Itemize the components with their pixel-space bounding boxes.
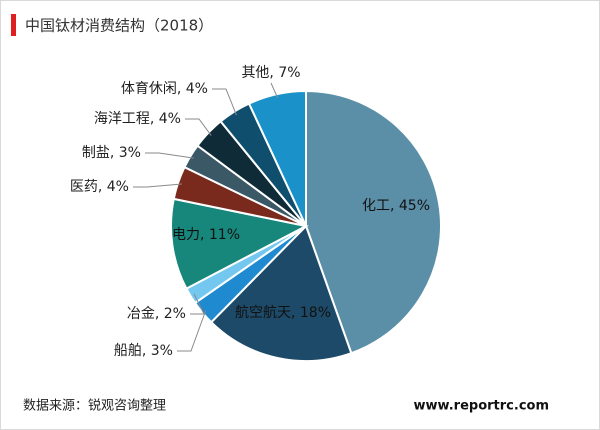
- slice-label: 海洋工程, 4%: [94, 111, 181, 127]
- pie-slice: [247, 89, 307, 227]
- slice-label: 航空航天, 18%: [235, 305, 331, 321]
- leader-line: [270, 82, 279, 99]
- pie-slice: [170, 197, 309, 290]
- slice-label: 电力, 11%: [172, 227, 240, 243]
- slice-label: 船舶, 3%: [114, 343, 173, 359]
- leader-line: [145, 152, 195, 159]
- slice-label: 化工, 45%: [362, 198, 430, 214]
- slice-label: 体育休闲, 4%: [121, 81, 208, 97]
- chart-title: 中国钛材消费结构（2018）: [25, 17, 213, 35]
- slice-label: 冶金, 2%: [127, 306, 186, 322]
- slice-label: 制盐, 3%: [82, 145, 141, 161]
- slice-label: 医药, 4%: [70, 179, 129, 195]
- leader-line: [185, 118, 212, 136]
- title-marker: [11, 14, 16, 36]
- website: www.reportrc.com: [414, 399, 549, 414]
- leader-line: [212, 88, 237, 116]
- leader-line: [190, 293, 205, 315]
- source-note: 数据来源：锐观咨询整理: [23, 399, 166, 414]
- leader-line: [133, 183, 182, 188]
- pie-slice: [209, 224, 353, 362]
- leader-line: [177, 310, 207, 352]
- pie-slice: [305, 89, 442, 355]
- slice-label: 其他, 7%: [241, 65, 300, 81]
